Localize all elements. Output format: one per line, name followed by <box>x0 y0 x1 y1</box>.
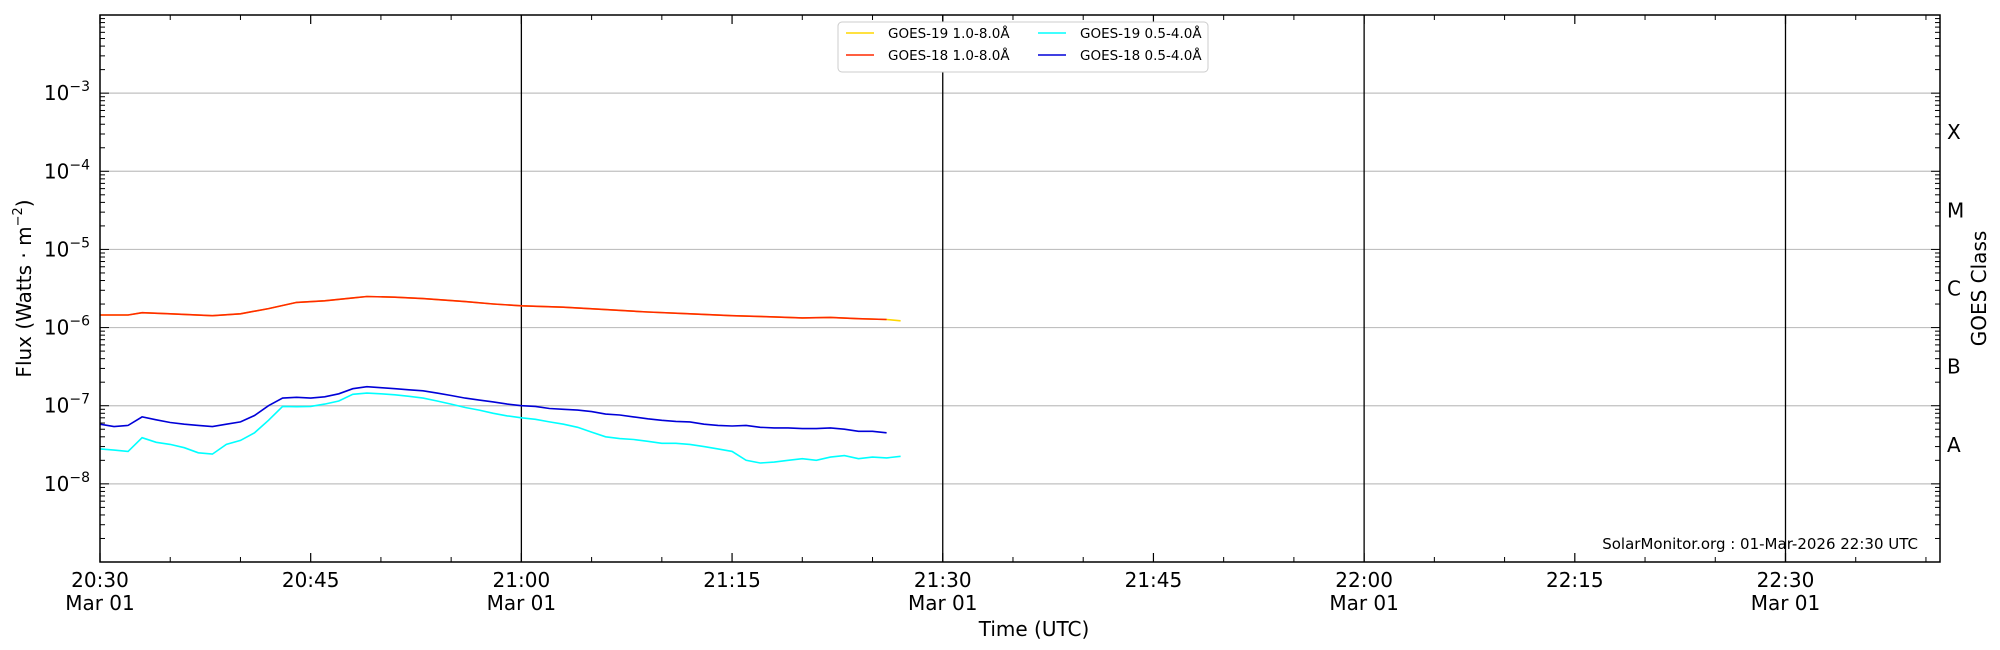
series-line <box>99 392 901 464</box>
y-tick-base: 10 <box>44 159 69 183</box>
y-tick-label: 10−5 <box>44 235 90 261</box>
x-tick-date-label: Mar 01 <box>487 591 557 615</box>
y-tick-label: 10−8 <box>44 470 90 496</box>
legend-label: GOES-18 0.5-4.0Å <box>1080 47 1202 64</box>
y-tick-exponent: −4 <box>69 157 90 173</box>
legend-label: GOES-19 0.5-4.0Å <box>1080 25 1202 42</box>
plot-frame <box>99 14 1941 563</box>
x-tick-label: 21:15 <box>703 568 761 592</box>
x-tick-label: 20:30 <box>71 568 129 592</box>
legend-label: GOES-19 1.0-8.0Å <box>888 25 1010 42</box>
goes-class-label: B <box>1947 355 1961 379</box>
y-tick-label: 10−4 <box>44 157 90 183</box>
y-axis-label-close: ) <box>12 199 36 207</box>
y-tick-base: 10 <box>44 81 69 105</box>
time-marker-lines <box>520 15 1787 562</box>
y-tick-exponent: −3 <box>69 79 90 95</box>
x-tick-label: 22:15 <box>1546 568 1604 592</box>
y-tick-label: 10−3 <box>44 79 90 105</box>
y-tick-base: 10 <box>44 316 69 340</box>
series-line <box>100 295 887 321</box>
x-tick-date-label: Mar 01 <box>908 591 978 615</box>
y-tick-labels: 10−810−710−610−510−410−3 <box>44 79 90 496</box>
x-tick-label: 21:30 <box>914 568 972 592</box>
y-axis-label-main: Flux (Watts · m <box>12 226 36 377</box>
y-tick-exponent: −6 <box>69 314 90 330</box>
x-tick-label: 22:00 <box>1335 568 1393 592</box>
goes-class-label: M <box>1947 198 1964 222</box>
x-tick-label: 21:00 <box>493 568 551 592</box>
legend-box <box>837 21 1209 73</box>
flux-series <box>99 295 901 464</box>
y-tick-exponent: −5 <box>69 235 90 251</box>
y-axis-label-exponent: −2 <box>11 207 26 226</box>
x-tick-date-label: Mar 01 <box>65 591 135 615</box>
y-tick-base: 10 <box>44 237 69 261</box>
y-tick-label: 10−6 <box>44 314 90 340</box>
axis-ticks <box>99 15 1940 563</box>
x-tick-label: 20:45 <box>282 568 340 592</box>
y-tick-base: 10 <box>44 394 69 418</box>
secondary-y-axis-label: GOES Class <box>1967 231 1991 347</box>
legend: GOES-19 1.0-8.0Å GOES-18 1.0-8.0Å GOES-19 … <box>837 21 1209 73</box>
x-tick-label: 22:30 <box>1757 568 1815 592</box>
goes-class-labels: A B C M X <box>1947 120 1964 457</box>
credit-text: SolarMonitor.org : 01-Mar-2026 22:30 UTC <box>1602 535 1918 553</box>
grid-lines <box>100 92 1940 485</box>
series-line <box>99 385 887 434</box>
x-tick-date-label: Mar 01 <box>1751 591 1821 615</box>
goes-class-label: C <box>1947 277 1961 301</box>
goes-class-label: X <box>1947 120 1961 144</box>
x-tick-label: 21:45 <box>1125 568 1183 592</box>
y-tick-label: 10−7 <box>44 392 90 418</box>
x-tick-date-label: Mar 01 <box>1329 591 1399 615</box>
x-axis-label: Time (UTC) <box>978 617 1090 641</box>
y-tick-base: 10 <box>44 472 69 496</box>
legend-label: GOES-18 1.0-8.0Å <box>888 47 1010 64</box>
y-tick-exponent: −7 <box>69 392 90 408</box>
goes-class-label: A <box>1947 433 1961 457</box>
y-tick-exponent: −8 <box>69 470 90 486</box>
y-axis-label: Flux (Watts · m−2) <box>11 199 36 377</box>
